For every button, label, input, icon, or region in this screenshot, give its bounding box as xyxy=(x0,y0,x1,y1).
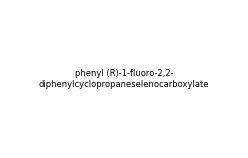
Text: phenyl (R)-1-fluoro-2,2-
diphenylcyclopropaneselenocarboxylate: phenyl (R)-1-fluoro-2,2- diphenylcyclopr… xyxy=(39,69,209,89)
